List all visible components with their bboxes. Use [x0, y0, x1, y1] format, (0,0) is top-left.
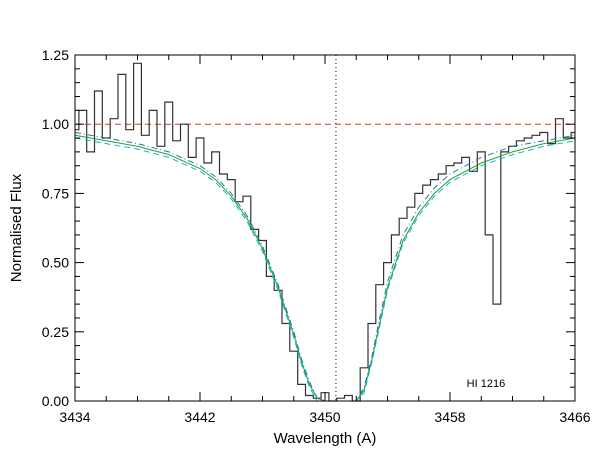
y-tick-label: 0.50 — [42, 255, 69, 271]
y-tick-label: 1.25 — [42, 47, 69, 63]
y-tick-label: 0.00 — [42, 393, 69, 409]
x-tick-label: 3434 — [59, 409, 90, 425]
model-fit-series-line-2 — [74, 132, 576, 402]
y-tick-label: 1.00 — [42, 116, 69, 132]
x-axis-label: Wavelength (A) — [274, 430, 377, 447]
x-tick-label: 3450 — [309, 409, 340, 425]
plot-frame — [74, 54, 576, 402]
spectrum-series-line — [75, 62, 575, 402]
y-tick-label: 0.25 — [42, 324, 69, 340]
x-tick-label: 3466 — [559, 409, 590, 425]
x-tick-label: 3442 — [184, 409, 215, 425]
y-axis-label: Normalised Flux — [8, 173, 25, 282]
model-fit-series-line-1 — [74, 134, 576, 402]
model-fit-series-line-3 — [74, 137, 576, 402]
y-tick-label: 0.75 — [42, 185, 69, 201]
line-id-annotation: HI 1216 — [467, 378, 506, 390]
x-tick-label: 3458 — [434, 409, 465, 425]
